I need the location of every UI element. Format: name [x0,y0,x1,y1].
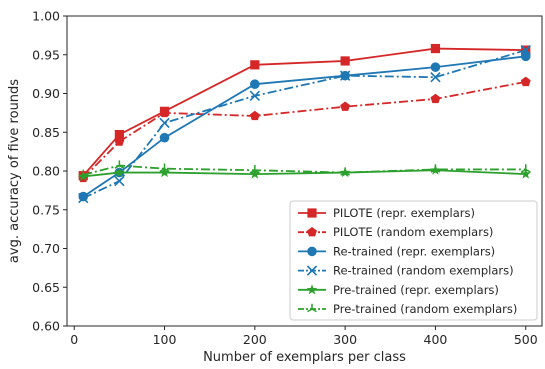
y-tick-label: 0.95 [32,47,60,62]
data-point [249,165,260,174]
data-point [250,79,260,89]
axes-layer: 0 100 200 300 400 500 0.60 0.65 0.70 0.75 0.80 0.85… [32,9,543,347]
legend-entry: Pre-trained (random exemplars) [298,302,517,316]
data-point [159,166,170,178]
data-point [520,164,531,173]
data-point [520,44,531,56]
data-point [250,60,260,70]
y-tick-label: 0.65 [32,280,60,295]
legend-entry: Re-trained (random exemplars) [298,264,514,278]
legend-label: Re-trained (random exemplars) [333,264,514,278]
data-point [114,136,125,146]
x-axis-label: Number of exemplars per class [203,350,406,365]
y-tick-label: 0.70 [32,241,60,256]
data-point [339,70,351,81]
legend-entry: Pre-trained (repr. exemplars) [298,283,499,297]
series-line [82,80,526,179]
data-point [159,132,170,143]
legend-entry: PILOTE (random exemplars) [298,225,493,239]
data-point [430,43,441,54]
legend-label: PILOTE (repr. exemplars) [333,206,475,220]
data-point [520,168,532,179]
data-point [78,192,89,204]
data-point [77,170,89,181]
data-point [340,56,350,66]
series-line [82,55,526,198]
series-5 [78,160,531,179]
legend-marker [307,227,317,237]
data-point [78,169,89,179]
data-point [114,175,125,187]
data-point [159,163,170,172]
data-point [430,62,441,72]
legend-box [289,200,538,321]
x-tick-label: 0 [70,332,78,347]
series-layer [77,43,532,204]
data-point [159,117,170,129]
data-point [114,160,125,169]
data-point [114,129,124,140]
series-line [82,49,527,199]
x-tick-label: 500 [514,332,538,347]
legend-marker [306,284,318,295]
legend-marker [307,246,317,257]
series-1 [78,76,531,183]
data-point [520,76,531,87]
legend-marker [306,265,318,276]
legend-label: PILOTE (random exemplars) [333,225,493,239]
data-point [159,107,170,118]
data-point [249,168,261,179]
y-axis-label: avg. accuracy of five rounds [7,79,22,263]
data-point [78,191,89,202]
data-point [340,167,351,176]
data-point [114,166,125,178]
series-2 [78,51,531,202]
legend-marker [307,208,317,218]
y-tick-label: 0.75 [32,202,60,217]
data-point [430,164,441,173]
legend-entry: Re-trained (repr. exemplars) [298,244,495,258]
y-tick-label: 1.00 [32,9,60,24]
y-tick-label: 0.85 [32,125,60,140]
data-point [340,101,351,111]
series-3 [78,44,531,204]
data-point [249,90,260,101]
x-tick-label: 300 [333,332,357,347]
data-point [520,51,531,62]
y-tick-label: 0.60 [32,319,60,334]
legend: PILOTE (repr. exemplars) PILOTE (random e… [289,200,538,321]
x-tick-label: 200 [243,332,267,347]
x-tick-label: 100 [153,332,177,347]
x-tick-label: 400 [424,332,448,347]
legend-marker [307,303,317,313]
data-point [430,72,441,83]
data-point [249,110,260,121]
y-tick-label: 0.80 [32,164,60,179]
legend-label: Pre-trained (random exemplars) [333,302,517,316]
legend-entry: PILOTE (repr. exemplars) [298,206,475,220]
legend-label: Re-trained (repr. exemplars) [333,244,495,258]
data-point [430,93,441,104]
y-tick-label: 0.90 [32,86,60,101]
series-line [82,47,526,177]
legend-label: Pre-trained (repr. exemplars) [333,283,499,297]
